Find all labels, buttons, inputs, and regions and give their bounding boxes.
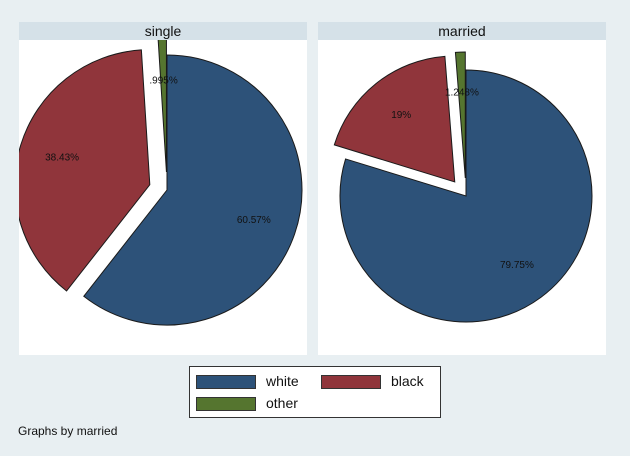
legend-swatch-black bbox=[321, 375, 381, 389]
legend-swatch-white bbox=[196, 375, 256, 389]
pie-label-other: .995% bbox=[149, 75, 177, 86]
pie-chart-single: 60.57% 38.43% .995% bbox=[19, 40, 303, 326]
pie-slice-other bbox=[454, 51, 466, 179]
pie-label-black: 38.43% bbox=[45, 153, 79, 164]
pie-label-black: 19% bbox=[391, 110, 411, 121]
graphs-by-note: Graphs by married bbox=[18, 424, 118, 438]
pie-slice-white bbox=[339, 69, 593, 323]
legend-swatch-other bbox=[196, 397, 256, 411]
legend-label-black: black bbox=[391, 373, 424, 389]
panel-title-single: single bbox=[19, 22, 307, 40]
legend: white black other bbox=[189, 366, 441, 418]
pie-label-other: 1.248% bbox=[445, 87, 479, 98]
pie-slice-white bbox=[83, 54, 303, 326]
panel-title-married: married bbox=[318, 22, 606, 40]
legend-label-white: white bbox=[266, 373, 299, 389]
pie-slice-black bbox=[333, 55, 456, 183]
pie-label-white: 79.75% bbox=[500, 260, 534, 271]
pie-label-white: 60.57% bbox=[237, 215, 271, 226]
pie-slice-other bbox=[157, 40, 167, 173]
pie-panel-married: 79.75% 19% 1.248% bbox=[318, 40, 606, 355]
pie-panel-single: 60.57% 38.43% .995% bbox=[19, 40, 307, 355]
pie-chart-married: 79.75% 19% 1.248% bbox=[333, 51, 593, 323]
pie-slice-black bbox=[19, 49, 151, 292]
legend-label-other: other bbox=[266, 395, 298, 411]
